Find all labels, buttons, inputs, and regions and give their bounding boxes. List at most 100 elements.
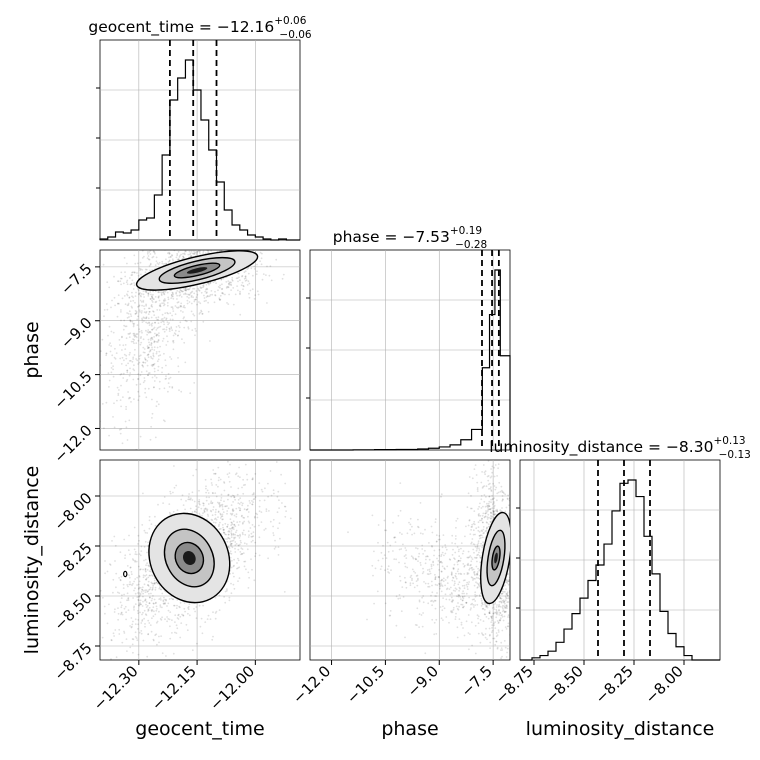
sample-point bbox=[204, 238, 206, 240]
sample-point bbox=[120, 319, 122, 322]
sample-point bbox=[223, 531, 225, 534]
sample-point bbox=[461, 592, 464, 595]
sample-point bbox=[459, 587, 461, 590]
sample-point bbox=[157, 403, 160, 406]
sample-point bbox=[261, 252, 263, 255]
sample-point bbox=[127, 312, 130, 315]
sample-point bbox=[508, 578, 510, 581]
sample-point bbox=[198, 313, 201, 315]
sample-point bbox=[146, 345, 149, 348]
sample-point bbox=[141, 588, 144, 591]
sample-point bbox=[501, 606, 504, 609]
sample-point bbox=[245, 509, 248, 511]
sample-point bbox=[118, 628, 121, 631]
sample-point bbox=[252, 492, 255, 494]
sample-point bbox=[178, 306, 180, 308]
sample-point bbox=[166, 335, 168, 338]
sample-point bbox=[165, 377, 168, 380]
sample-point bbox=[155, 300, 158, 303]
sample-point bbox=[167, 323, 170, 326]
sample-point bbox=[216, 501, 219, 504]
sample-point bbox=[171, 258, 174, 261]
sample-point bbox=[121, 349, 123, 351]
sample-point bbox=[251, 478, 254, 481]
sample-point bbox=[139, 593, 142, 595]
sample-point bbox=[507, 595, 509, 597]
sample-point bbox=[498, 609, 500, 611]
sample-point bbox=[127, 499, 129, 501]
sample-point bbox=[150, 323, 153, 326]
sample-point bbox=[484, 470, 487, 473]
sample-point bbox=[238, 520, 241, 523]
sample-point bbox=[137, 599, 140, 601]
sample-point bbox=[177, 365, 180, 368]
sample-point bbox=[134, 301, 136, 304]
sample-point bbox=[233, 575, 235, 578]
sample-point bbox=[524, 571, 526, 573]
sample-point bbox=[501, 610, 504, 613]
sample-point bbox=[103, 309, 106, 311]
sample-point bbox=[152, 255, 155, 258]
sample-point bbox=[151, 322, 154, 325]
sample-point bbox=[238, 246, 240, 248]
sample-point bbox=[141, 364, 144, 366]
sample-point bbox=[502, 491, 504, 494]
sample-point bbox=[498, 481, 501, 484]
sample-point bbox=[173, 236, 175, 238]
sample-point bbox=[417, 577, 419, 580]
sample-point bbox=[486, 456, 488, 458]
sample-point bbox=[185, 293, 187, 296]
sample-point bbox=[144, 599, 146, 602]
sample-point bbox=[126, 283, 129, 286]
sample-point bbox=[163, 603, 165, 605]
sample-point bbox=[134, 618, 137, 621]
sample-point bbox=[496, 475, 498, 477]
sample-point bbox=[137, 363, 140, 365]
sample-point bbox=[228, 599, 231, 602]
sample-point bbox=[155, 351, 158, 353]
sample-point bbox=[277, 490, 280, 493]
sample-point bbox=[133, 580, 136, 583]
sample-point bbox=[133, 334, 135, 337]
sample-point bbox=[164, 618, 166, 621]
sample-point bbox=[179, 615, 182, 618]
sample-point bbox=[468, 519, 471, 522]
sample-point bbox=[268, 510, 270, 512]
sample-point bbox=[413, 532, 416, 535]
sample-point bbox=[139, 599, 142, 602]
sample-point bbox=[488, 627, 491, 630]
sample-point bbox=[493, 466, 495, 469]
sample-point bbox=[148, 596, 151, 599]
sample-point bbox=[242, 533, 244, 536]
sample-point bbox=[123, 353, 126, 356]
sample-point bbox=[140, 330, 143, 332]
sample-point bbox=[163, 496, 166, 498]
sample-point bbox=[149, 349, 152, 351]
sample-point bbox=[118, 428, 121, 431]
sample-point bbox=[157, 318, 160, 321]
sample-point bbox=[459, 572, 462, 575]
sample-point bbox=[133, 354, 136, 356]
sample-point bbox=[229, 543, 232, 546]
sample-point bbox=[486, 605, 488, 607]
sample-point bbox=[207, 614, 210, 617]
sample-point bbox=[512, 569, 514, 571]
sample-point bbox=[157, 339, 160, 341]
sample-point bbox=[475, 474, 478, 476]
sample-point bbox=[233, 496, 236, 499]
sample-point bbox=[207, 503, 210, 505]
sample-point bbox=[152, 386, 155, 389]
sample-point bbox=[169, 625, 171, 628]
sample-point bbox=[482, 512, 485, 515]
sample-point bbox=[464, 535, 466, 538]
sample-point bbox=[126, 584, 129, 586]
sample-point bbox=[135, 333, 138, 336]
sample-point bbox=[232, 565, 235, 568]
sample-point bbox=[194, 237, 196, 239]
sample-point bbox=[254, 555, 256, 558]
sample-point bbox=[121, 594, 123, 597]
sample-point bbox=[208, 241, 210, 243]
sample-point bbox=[491, 629, 494, 632]
sample-point bbox=[521, 579, 523, 581]
sample-point bbox=[281, 502, 283, 504]
